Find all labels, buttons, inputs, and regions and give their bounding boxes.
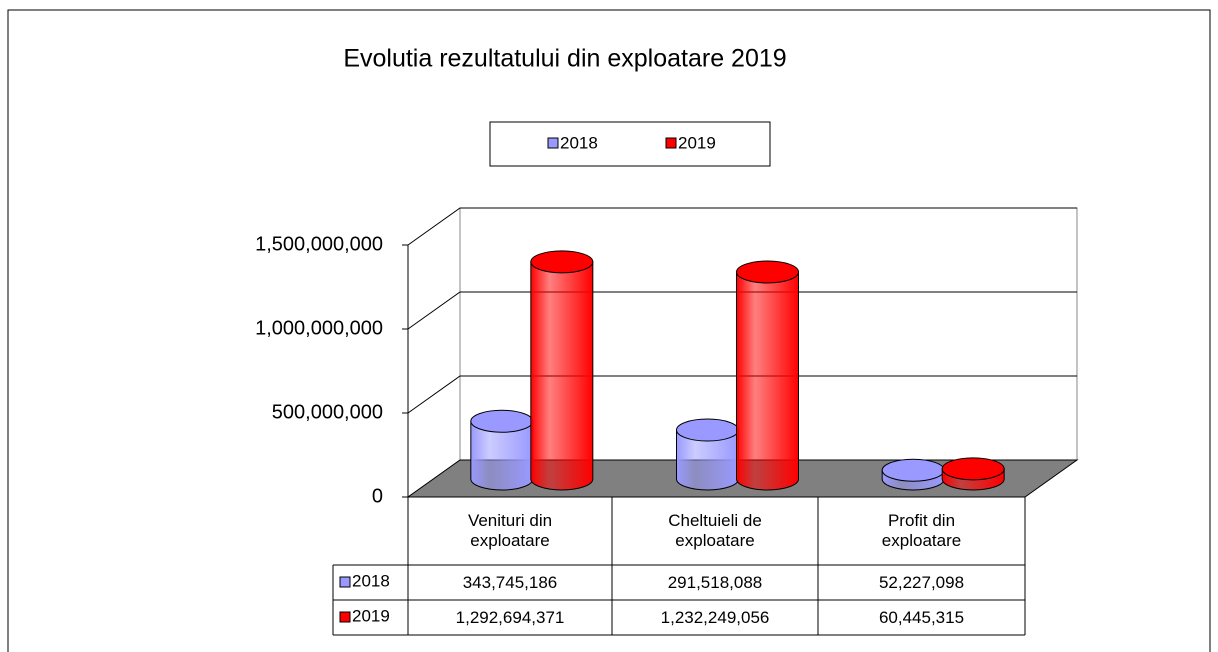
legend-key	[339, 576, 351, 588]
grid-line	[407, 291, 1077, 330]
table-cell: 291,518,088	[667, 572, 763, 592]
bar-body	[736, 271, 799, 491]
y-tick-label: 1,500,000,000	[255, 233, 383, 255]
bar-top	[881, 458, 945, 482]
bar	[530, 250, 594, 491]
table-grid	[332, 497, 1026, 636]
bar-top	[941, 457, 1005, 481]
bar-top	[470, 409, 534, 433]
bar	[941, 457, 1005, 491]
table-cell: Cheltuieli de exploatare	[668, 511, 762, 550]
legend-swatch	[547, 137, 559, 149]
table-cell: Venituri din exploatare	[467, 511, 553, 550]
chart-frame	[7, 9, 1211, 652]
bar-top	[676, 418, 739, 442]
y-tick-label: 1,000,000,000	[255, 317, 383, 339]
table-series-label: 2019	[352, 606, 390, 625]
table-series-label: 2018	[352, 571, 390, 590]
bar	[736, 260, 799, 491]
y-tick-label: 0	[372, 485, 383, 507]
legend-label: 2018	[560, 133, 598, 152]
legend-box	[489, 121, 771, 167]
table-cell: 1,232,249,056	[660, 607, 770, 627]
grid-line	[407, 375, 1077, 414]
table-cell: 52,227,098	[878, 572, 965, 592]
bar	[881, 458, 945, 491]
bar-top	[530, 250, 594, 274]
table-cell: 343,745,186	[462, 572, 558, 592]
bar	[676, 418, 739, 491]
y-tick-label: 500,000,000	[272, 401, 383, 423]
table-cell: 60,445,315	[878, 607, 965, 627]
legend-label: 2019	[678, 133, 716, 152]
table-cell: 1,292,694,371	[455, 607, 565, 627]
bar-top	[736, 260, 799, 284]
bar	[470, 409, 534, 491]
table-cell: Profit din exploatare	[881, 511, 962, 550]
chart-title: Evolutia rezultatului din exploatare 201…	[343, 45, 786, 73]
legend-key	[339, 611, 351, 623]
grid-line	[407, 207, 1077, 246]
bar-body	[530, 261, 594, 491]
legend-swatch	[665, 137, 677, 149]
